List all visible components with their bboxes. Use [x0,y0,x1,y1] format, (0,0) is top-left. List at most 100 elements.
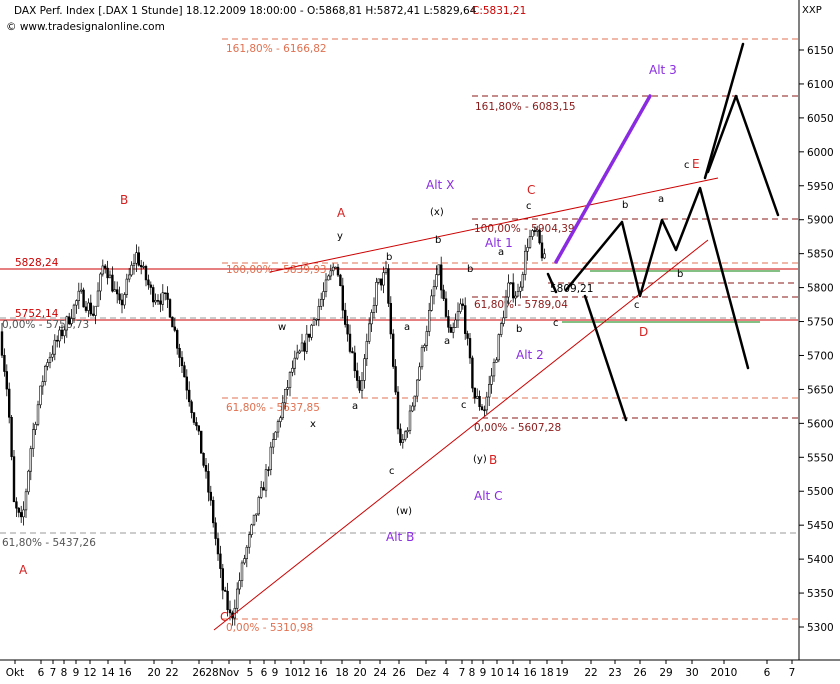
candle-body [449,326,452,333]
chart-title: DAX Perf. Index [.DAX 1 Stunde] 18.12.20… [14,5,477,17]
candle-body [3,355,6,372]
candle-body [348,333,352,352]
candle-body [519,286,522,292]
candle-body [183,365,186,378]
candle-body [149,284,152,288]
time-tick-label: 29 [659,667,672,679]
time-tick-label: 16 [523,667,537,679]
candle-body [159,300,162,305]
time-tick-label: 9 [73,667,80,679]
candle-body [137,252,140,266]
candle-body [180,357,184,366]
time-tick-label: 6 [261,667,268,679]
candle-body [94,305,97,316]
candle-body [250,524,253,535]
candle-body [418,366,421,381]
candle-body [329,270,332,277]
fib-label-5758: 0,00% - 5758,73 [2,319,89,331]
candle-body [387,268,390,304]
price-tick-label: 5600 [807,418,834,430]
corner-label: XXP [802,5,822,16]
fib-label-5789: 61,80% - 5789,04 [474,299,568,311]
candle-body [269,446,272,470]
time-tick-label: 7 [50,667,57,679]
candle-body [540,242,544,259]
candle-body [255,513,258,516]
candle-body [447,316,450,328]
fib-label-5437: 61,80% - 5437,26 [2,537,96,549]
candle-body [531,230,534,237]
candle-body [324,279,328,292]
wave-label-alt-1: Alt 1 [485,236,513,250]
candle-body [240,562,244,581]
wave-label-c-proj: c [634,300,640,311]
candle-body [310,324,313,338]
candle-body [487,384,491,398]
candle-body [430,295,433,311]
candle-body [87,302,90,311]
candle-body [507,282,510,298]
wave-label-a-nov: a [404,322,410,333]
candle-body [60,329,64,337]
candle-body [41,381,45,387]
candle-body [492,362,496,377]
fib-label-6166: 161,80% - 6166,82 [226,43,327,55]
time-tick-label: 28 [205,667,218,679]
candle-body [437,264,440,275]
candle-body [291,367,294,373]
time-tick-label: 22 [584,667,597,679]
price-tick-label: 5900 [807,215,834,227]
candle-body [315,318,318,321]
candle-body [120,299,124,306]
wave-label-b-nov: b [386,252,392,263]
candle-body [17,507,20,513]
candle-body [188,389,191,403]
alt3-projection [554,94,652,264]
candle-body [77,290,81,301]
candle-body [279,417,282,422]
wave-label-paren-y: (y) [473,454,487,465]
candle-body [27,470,30,493]
candle-body [451,327,455,333]
price-tick-label: 5550 [807,452,834,464]
chart-watermark: © www.tradesignalonline.com [6,21,165,33]
time-tick-label: 12 [297,667,310,679]
candle-body [154,300,157,303]
wave-label-a-dez: a [444,336,450,347]
candle-body [8,388,11,418]
candle-body [82,289,85,308]
candle-body [293,357,296,369]
candle-body [262,487,265,491]
candle-body [140,264,143,268]
price-tick-label: 5650 [807,384,834,396]
wave-label-c2: C [527,183,535,197]
time-axis: Okt 6 7 8 9 12 14 16 20 22 26 28 Nov 5 6 9 10 12 16 18 20 24 2… [6,660,795,679]
projection-path-short [546,272,558,294]
time-tick-label: 20 [353,667,366,679]
candle-body [204,465,208,472]
candle-body [92,313,95,316]
fib-label-5839: 100,00% - 5839,93 [226,264,327,276]
candle-body [478,396,481,407]
candle-body [173,326,176,331]
fib-label-5904: 100,00% - 5904,39 [474,223,575,235]
price-tick-label: 5500 [807,486,834,498]
candle-body [245,546,248,559]
candle-body [259,487,263,498]
time-tick-label: 6 [38,667,45,679]
candle-body [480,406,484,411]
candle-body [101,265,105,275]
candle-body [341,285,344,311]
level-label-5752: 5752,14 [15,308,59,320]
price-tick-label: 5950 [807,181,834,193]
candle-body [34,424,37,430]
wave-label-e: E [692,157,700,171]
candle-body [48,356,52,363]
candle-body [135,252,138,264]
wave-label-b-low: b [516,324,522,335]
wave-label-x: x [310,419,316,430]
candle-body [228,609,232,614]
time-tick-label: 4 [443,667,450,679]
candle-body [471,357,474,389]
